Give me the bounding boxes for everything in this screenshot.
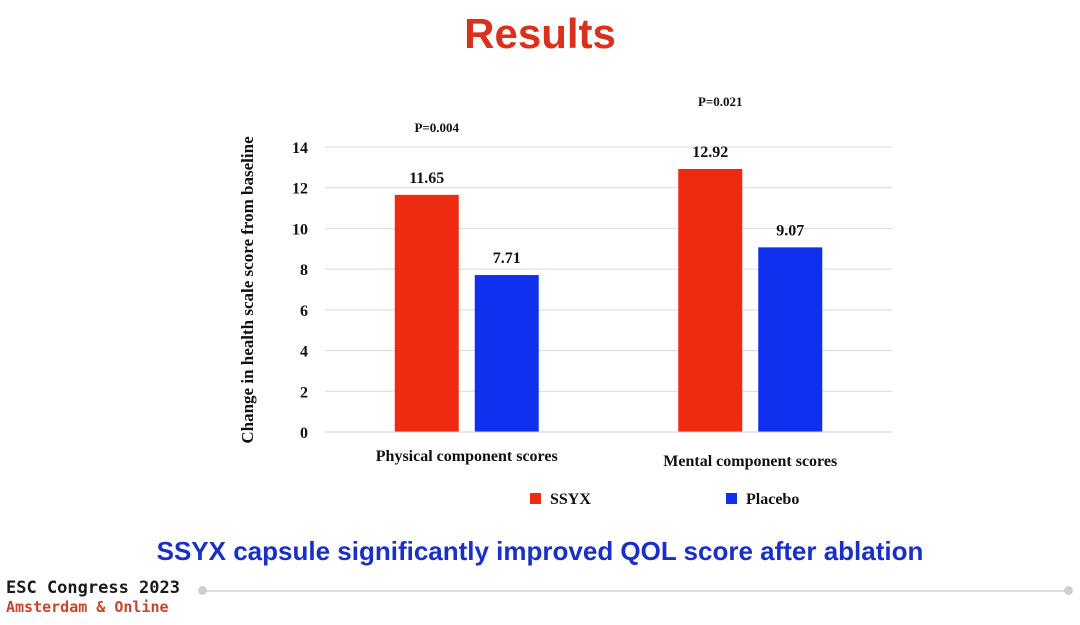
legend-label-ssyx: SSYX xyxy=(550,491,591,508)
data-label: 9.07 xyxy=(776,222,804,239)
data-label: 7.71 xyxy=(493,250,521,267)
bar-ssyx xyxy=(678,168,743,432)
y-axis-title: Change in health scale score from baseli… xyxy=(238,136,257,444)
bar-ssyx xyxy=(394,194,459,432)
progress-start-dot xyxy=(198,586,207,595)
x-tick-label: Physical component scores xyxy=(376,448,558,465)
y-tick-label: 0 xyxy=(300,425,308,442)
p-value-annotation: P=0.004 xyxy=(414,120,459,135)
legend-label-placebo: Placebo xyxy=(746,491,799,508)
y-tick-label: 14 xyxy=(292,140,308,157)
data-label: 12.92 xyxy=(692,144,728,161)
data-label: 11.65 xyxy=(409,170,444,187)
brand-name: ESC Congress 2023 xyxy=(6,578,180,598)
y-tick-label: 6 xyxy=(300,303,308,320)
legend-swatch-ssyx xyxy=(530,493,541,504)
conference-brand: ESC Congress 2023 Amsterdam & Online xyxy=(6,578,180,616)
slide-title: Results xyxy=(464,10,616,57)
brand-location: Amsterdam & Online xyxy=(6,598,169,616)
x-tick-label: Mental component scores xyxy=(663,453,837,470)
bar-placebo xyxy=(758,247,823,432)
y-tick-label: 12 xyxy=(292,181,308,198)
bar-chart: 0 2 4 6 8 10 12 14 Change in health scale score … xyxy=(238,94,892,508)
y-tick-label: 2 xyxy=(300,384,308,401)
y-tick-label: 4 xyxy=(300,344,308,361)
progress-track xyxy=(204,590,1070,592)
y-tick-label: 10 xyxy=(292,221,308,238)
y-tick-label: 8 xyxy=(300,262,308,279)
conclusion-text: SSYX capsule significantly improved QOL … xyxy=(156,536,924,566)
legend-swatch-placebo xyxy=(726,493,737,504)
bar-placebo xyxy=(474,275,539,432)
p-value-annotation: P=0.021 xyxy=(698,94,743,109)
progress-end-dot xyxy=(1064,586,1073,595)
